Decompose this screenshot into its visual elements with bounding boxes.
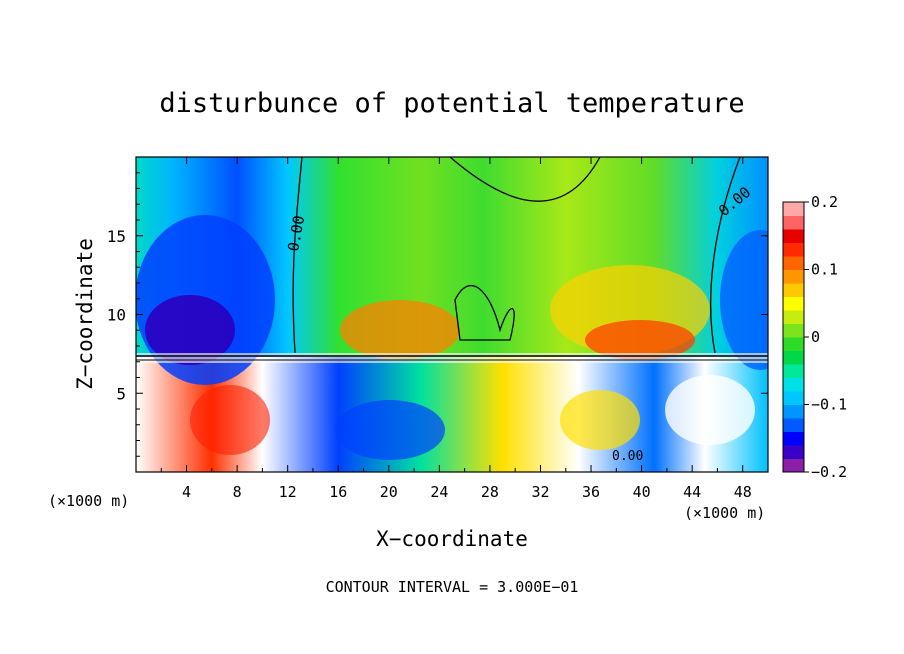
inversion-band: [136, 353, 768, 363]
lower-blob-4: [665, 375, 755, 445]
colorbar-swatch: [783, 242, 804, 257]
colorbar-swatch: [783, 229, 804, 243]
chart-title: disturbunce of potential temperature: [159, 88, 744, 119]
x-tick-label: 44: [683, 483, 701, 501]
x-tick-label: 20: [380, 483, 398, 501]
warm-anomaly-center: [340, 300, 460, 360]
zero-contour-top: [449, 157, 601, 202]
colorbar: 0.2 0.1 0 −0.1 −0.2: [782, 193, 847, 481]
x-unit-label-left: (×1000 m): [48, 492, 129, 510]
y-axis-label: Z−coordinate: [73, 238, 97, 390]
contour-label-3: 0.00: [612, 449, 643, 464]
colorbar-tick-label: 0.2: [811, 193, 838, 211]
x-tick-label: 40: [633, 483, 651, 501]
colorbar-tick-label: 0: [811, 328, 820, 346]
lower-blob-1: [190, 385, 270, 455]
colorbar-swatch: [783, 202, 804, 216]
colorbar-swatch: [783, 377, 804, 392]
x-axis-label: X−coordinate: [376, 527, 528, 551]
lower-blob-3: [560, 390, 640, 450]
x-tick-label: 12: [279, 483, 297, 501]
colorbar-tick-label: −0.2: [811, 463, 847, 481]
colorbar-swatch: [783, 404, 804, 419]
zero-contour-left: [292, 157, 303, 354]
x-tick-label: 28: [481, 483, 499, 501]
colorbar-swatch: [783, 364, 804, 378]
colorbar-swatch: [783, 323, 804, 338]
cold-anomaly-left-core: [145, 295, 235, 365]
colorbar-swatch: [783, 431, 804, 446]
y-tick-label: 15: [107, 227, 126, 246]
contour-interval-note: CONTOUR INTERVAL = 3.000E−01: [326, 578, 579, 596]
x-tick-label: 16: [329, 483, 347, 501]
lower-blob-2: [335, 400, 445, 460]
colorbar-swatch: [783, 445, 804, 459]
cold-anomaly-right: [720, 230, 768, 370]
y-tick-label: 5: [116, 384, 126, 403]
x-tick-label: 8: [233, 483, 242, 501]
x-tick-label: 32: [531, 483, 549, 501]
x-unit-label-right: (×1000 m): [684, 504, 765, 522]
colorbar-tick-label: −0.1: [811, 396, 847, 414]
colorbar-swatch: [783, 418, 804, 432]
y-axis: 5 10 15: [107, 172, 768, 457]
contour-label-1: 0.00: [284, 214, 308, 253]
colorbar-swatch: [783, 215, 804, 230]
zero-contour-right: [710, 157, 741, 354]
colorbar-swatch: [783, 391, 804, 405]
x-axis: 4 8 12 16 20 24 28 32 36 40 44 48: [160, 157, 752, 501]
x-tick-label: 24: [430, 483, 448, 501]
warm-anomaly-right-core: [585, 320, 695, 360]
colorbar-swatch: [783, 256, 804, 270]
colorbar-swatch: [783, 458, 804, 473]
y-tick-label: 10: [107, 306, 126, 325]
colorbar-swatch: [783, 283, 804, 297]
zero-contour-center: [454, 285, 515, 341]
x-tick-label: 36: [582, 483, 600, 501]
x-tick-label: 48: [734, 483, 752, 501]
colorbar-swatch: [783, 310, 804, 324]
colorbar-tick-label: 0.1: [811, 261, 838, 279]
colorbar-swatch: [783, 269, 804, 284]
colorbar-swatch: [783, 296, 804, 311]
x-tick-label: 4: [182, 483, 191, 501]
colorbar-swatch: [783, 350, 804, 365]
plot-area: 0.00 0.00 0.00: [136, 157, 768, 472]
colorbar-swatch: [783, 337, 804, 351]
